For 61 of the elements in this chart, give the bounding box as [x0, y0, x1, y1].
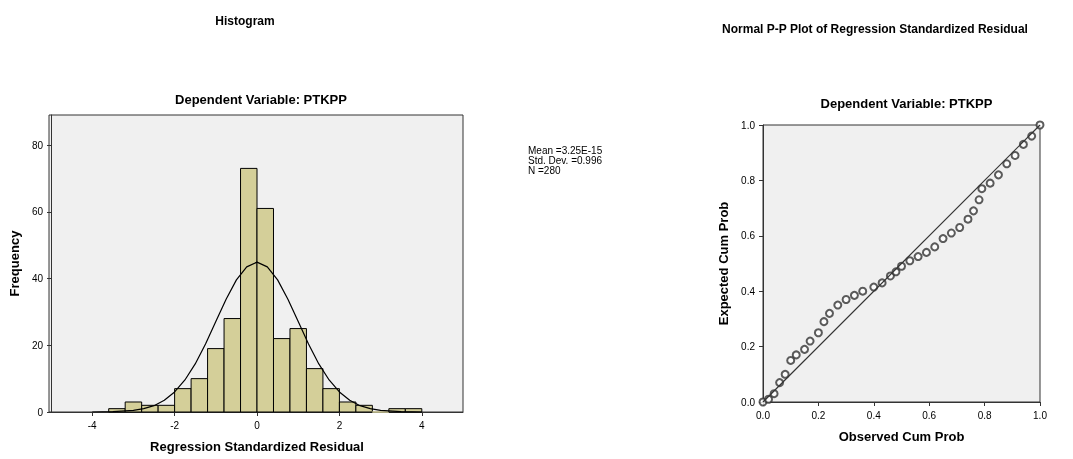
x-tick-label: 0.6 [922, 409, 937, 421]
y-tick-label: 0.4 [741, 285, 756, 297]
point [858, 286, 868, 296]
y-tick-label: 0.6 [741, 230, 756, 242]
point [849, 290, 859, 300]
y-tick-label: 20 [31, 339, 44, 351]
x-axis-title: Observed Cum Prob [838, 429, 965, 444]
point [946, 228, 956, 238]
point [791, 350, 801, 360]
y-tick-label: 80 [31, 139, 44, 151]
y-tick-label: 1.0 [741, 119, 756, 131]
point [930, 242, 940, 252]
point [974, 195, 984, 205]
point [955, 222, 965, 232]
point [800, 344, 810, 354]
chart-title: Histogram [215, 14, 275, 28]
x-tick-label: -4 [87, 419, 98, 431]
x-tick-label: 0.2 [811, 409, 826, 421]
point [841, 295, 851, 305]
point [985, 178, 995, 188]
point [824, 308, 834, 318]
y-tick-label: 0.2 [741, 341, 756, 353]
point [786, 355, 796, 365]
text: N =280 [528, 164, 561, 176]
y-tick-label: 60 [31, 206, 44, 218]
text: Std. Dev. =0.996 [528, 154, 603, 166]
point [1010, 150, 1020, 160]
x-axis-title: Regression Standardized Residual [150, 439, 364, 454]
x-tick-label: 0.4 [866, 409, 882, 421]
point [993, 170, 1003, 180]
point [938, 234, 948, 244]
point [905, 256, 915, 266]
y-axis-title: Frequency [7, 229, 22, 297]
x-tick-label: 1.0 [1033, 409, 1048, 421]
x-tick-label: -2 [170, 419, 180, 431]
x-tick-label: 0.0 [756, 409, 771, 421]
chart-title: Normal P-P Plot of Regression Standardized Residual [722, 22, 1028, 36]
point [1002, 159, 1012, 169]
point [921, 247, 931, 257]
point [913, 252, 923, 262]
point [833, 300, 843, 310]
x-tick-label: 4 [419, 419, 426, 431]
chart-subtitle: Dependent Variable: PTKPP [175, 92, 348, 107]
x-tick-label: 2 [336, 419, 343, 431]
x-tick-label: 0.8 [977, 409, 992, 421]
point [963, 214, 973, 224]
point [869, 282, 879, 292]
point [1035, 120, 1045, 130]
y-tick-label: 0.8 [741, 174, 756, 186]
x-tick-label: 0 [254, 419, 261, 431]
y-axis-title: Expected Cum Prob [716, 201, 731, 326]
y-tick-label: 40 [31, 273, 44, 285]
point [780, 369, 790, 379]
point [969, 206, 979, 216]
chart-subtitle: Dependent Variable: PTKPP [820, 96, 993, 111]
point [819, 317, 829, 327]
point [977, 184, 987, 194]
point [813, 328, 823, 338]
point [805, 336, 815, 346]
y-tick-label: 0.0 [741, 396, 756, 408]
text: Mean =3.25E-15 [528, 144, 603, 156]
